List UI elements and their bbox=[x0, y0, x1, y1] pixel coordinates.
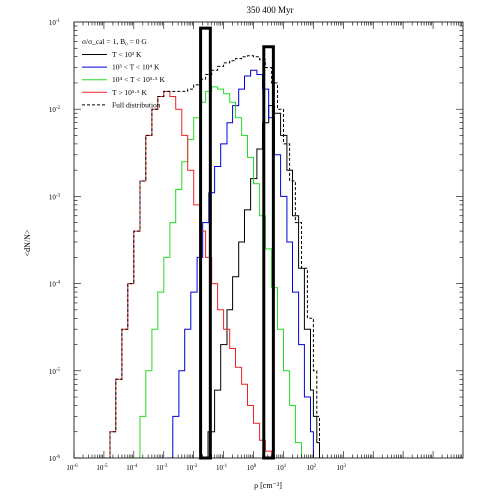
highlight-box-0 bbox=[199, 26, 212, 460]
x-tick-label: 10-1 bbox=[216, 464, 228, 472]
highlight-box-1 bbox=[262, 45, 275, 460]
legend-entry-label: 10⁴ < T < 10⁵·⁵ K bbox=[112, 75, 165, 84]
series-line-2 bbox=[133, 86, 306, 458]
chart-title: 350 400 Myr bbox=[247, 5, 294, 15]
axes: 10-6 10-5 10-4 10-3 10-2 10-1 100 101 102 103 10-6… bbox=[49, 19, 464, 472]
series-line-4 bbox=[103, 55, 324, 458]
x-tick-label: 103 bbox=[337, 464, 347, 472]
legend-entry-label: 10³ < T < 10⁴ K bbox=[112, 63, 160, 72]
legend: σ/σ_cal = 1, B₀ = 0 G T < 10³ K 10³ < T < … bbox=[82, 37, 165, 109]
x-tick-label: 10-6 bbox=[66, 464, 78, 472]
x-axis-label: ρ [cm⁻³] bbox=[254, 481, 282, 490]
x-tick-label: 100 bbox=[247, 464, 257, 472]
legend-header: σ/σ_cal = 1, B₀ = 0 G bbox=[82, 37, 147, 46]
series-line-1 bbox=[167, 69, 318, 458]
x-tick-label: 102 bbox=[307, 464, 317, 472]
x-tick-label: 10-3 bbox=[156, 464, 168, 472]
y-tick-label: 10-6 bbox=[49, 455, 61, 463]
x-tick-label: 101 bbox=[277, 464, 287, 472]
y-tick-label: 10-3 bbox=[49, 193, 61, 201]
y-axis-label: <dN/N> bbox=[23, 229, 32, 256]
y-tick-label: 10-2 bbox=[49, 106, 61, 114]
y-tick-label: 10-1 bbox=[49, 19, 61, 27]
series-line-3 bbox=[103, 90, 276, 458]
x-tick-label: 10-5 bbox=[96, 464, 108, 472]
legend-entry-label: T > 10⁵·⁵ K bbox=[112, 88, 148, 97]
x-tick-label: 10-4 bbox=[126, 464, 138, 472]
y-tick-label: 10-4 bbox=[49, 281, 61, 289]
x-tick-label: 10-2 bbox=[186, 464, 198, 472]
legend-entry-label: T < 10³ K bbox=[112, 50, 142, 59]
y-tick-label: 10-5 bbox=[49, 368, 61, 376]
legend-entry-label: Full distribution bbox=[112, 100, 161, 109]
